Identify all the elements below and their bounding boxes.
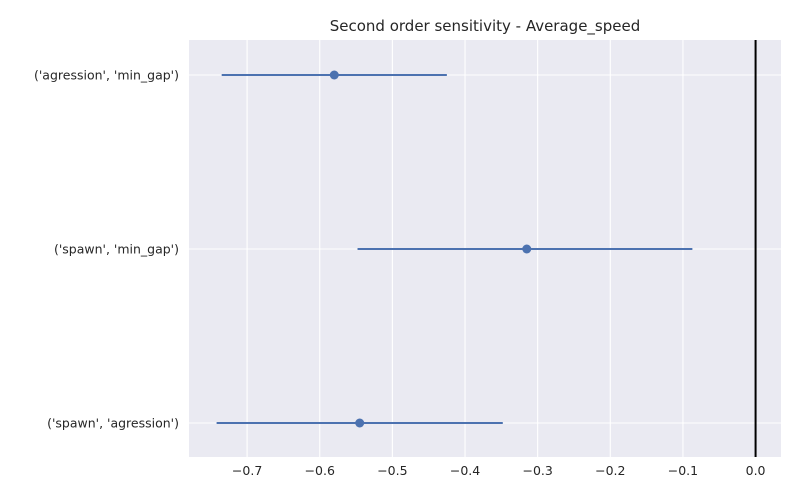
y-tick-labels: ('agression', 'min_gap') ('spawn', 'min_g…	[34, 68, 179, 431]
x-tick-label: −0.1	[668, 463, 698, 478]
chart-title: Second order sensitivity - Average_speed	[330, 17, 640, 36]
series-layer	[216, 70, 693, 428]
data-point	[355, 418, 365, 428]
x-tick-label: −0.7	[232, 463, 262, 478]
data-point	[329, 70, 339, 80]
y-tick-label: ('spawn', 'agression')	[47, 416, 179, 431]
x-tick-label: −0.5	[377, 463, 407, 478]
x-tick-label: −0.4	[450, 463, 480, 478]
data-point	[522, 244, 532, 254]
y-tick-label: ('spawn', 'min_gap')	[54, 242, 179, 257]
x-tick-label: −0.6	[305, 463, 335, 478]
x-tick-label: 0.0	[746, 463, 766, 478]
x-tick-labels: −0.7 −0.6 −0.5 −0.4 −0.3 −0.2 −0.1 0.0	[232, 463, 766, 478]
y-tick-label: ('agression', 'min_gap')	[34, 68, 179, 83]
x-tick-label: −0.3	[522, 463, 552, 478]
x-tick-label: −0.2	[595, 463, 625, 478]
